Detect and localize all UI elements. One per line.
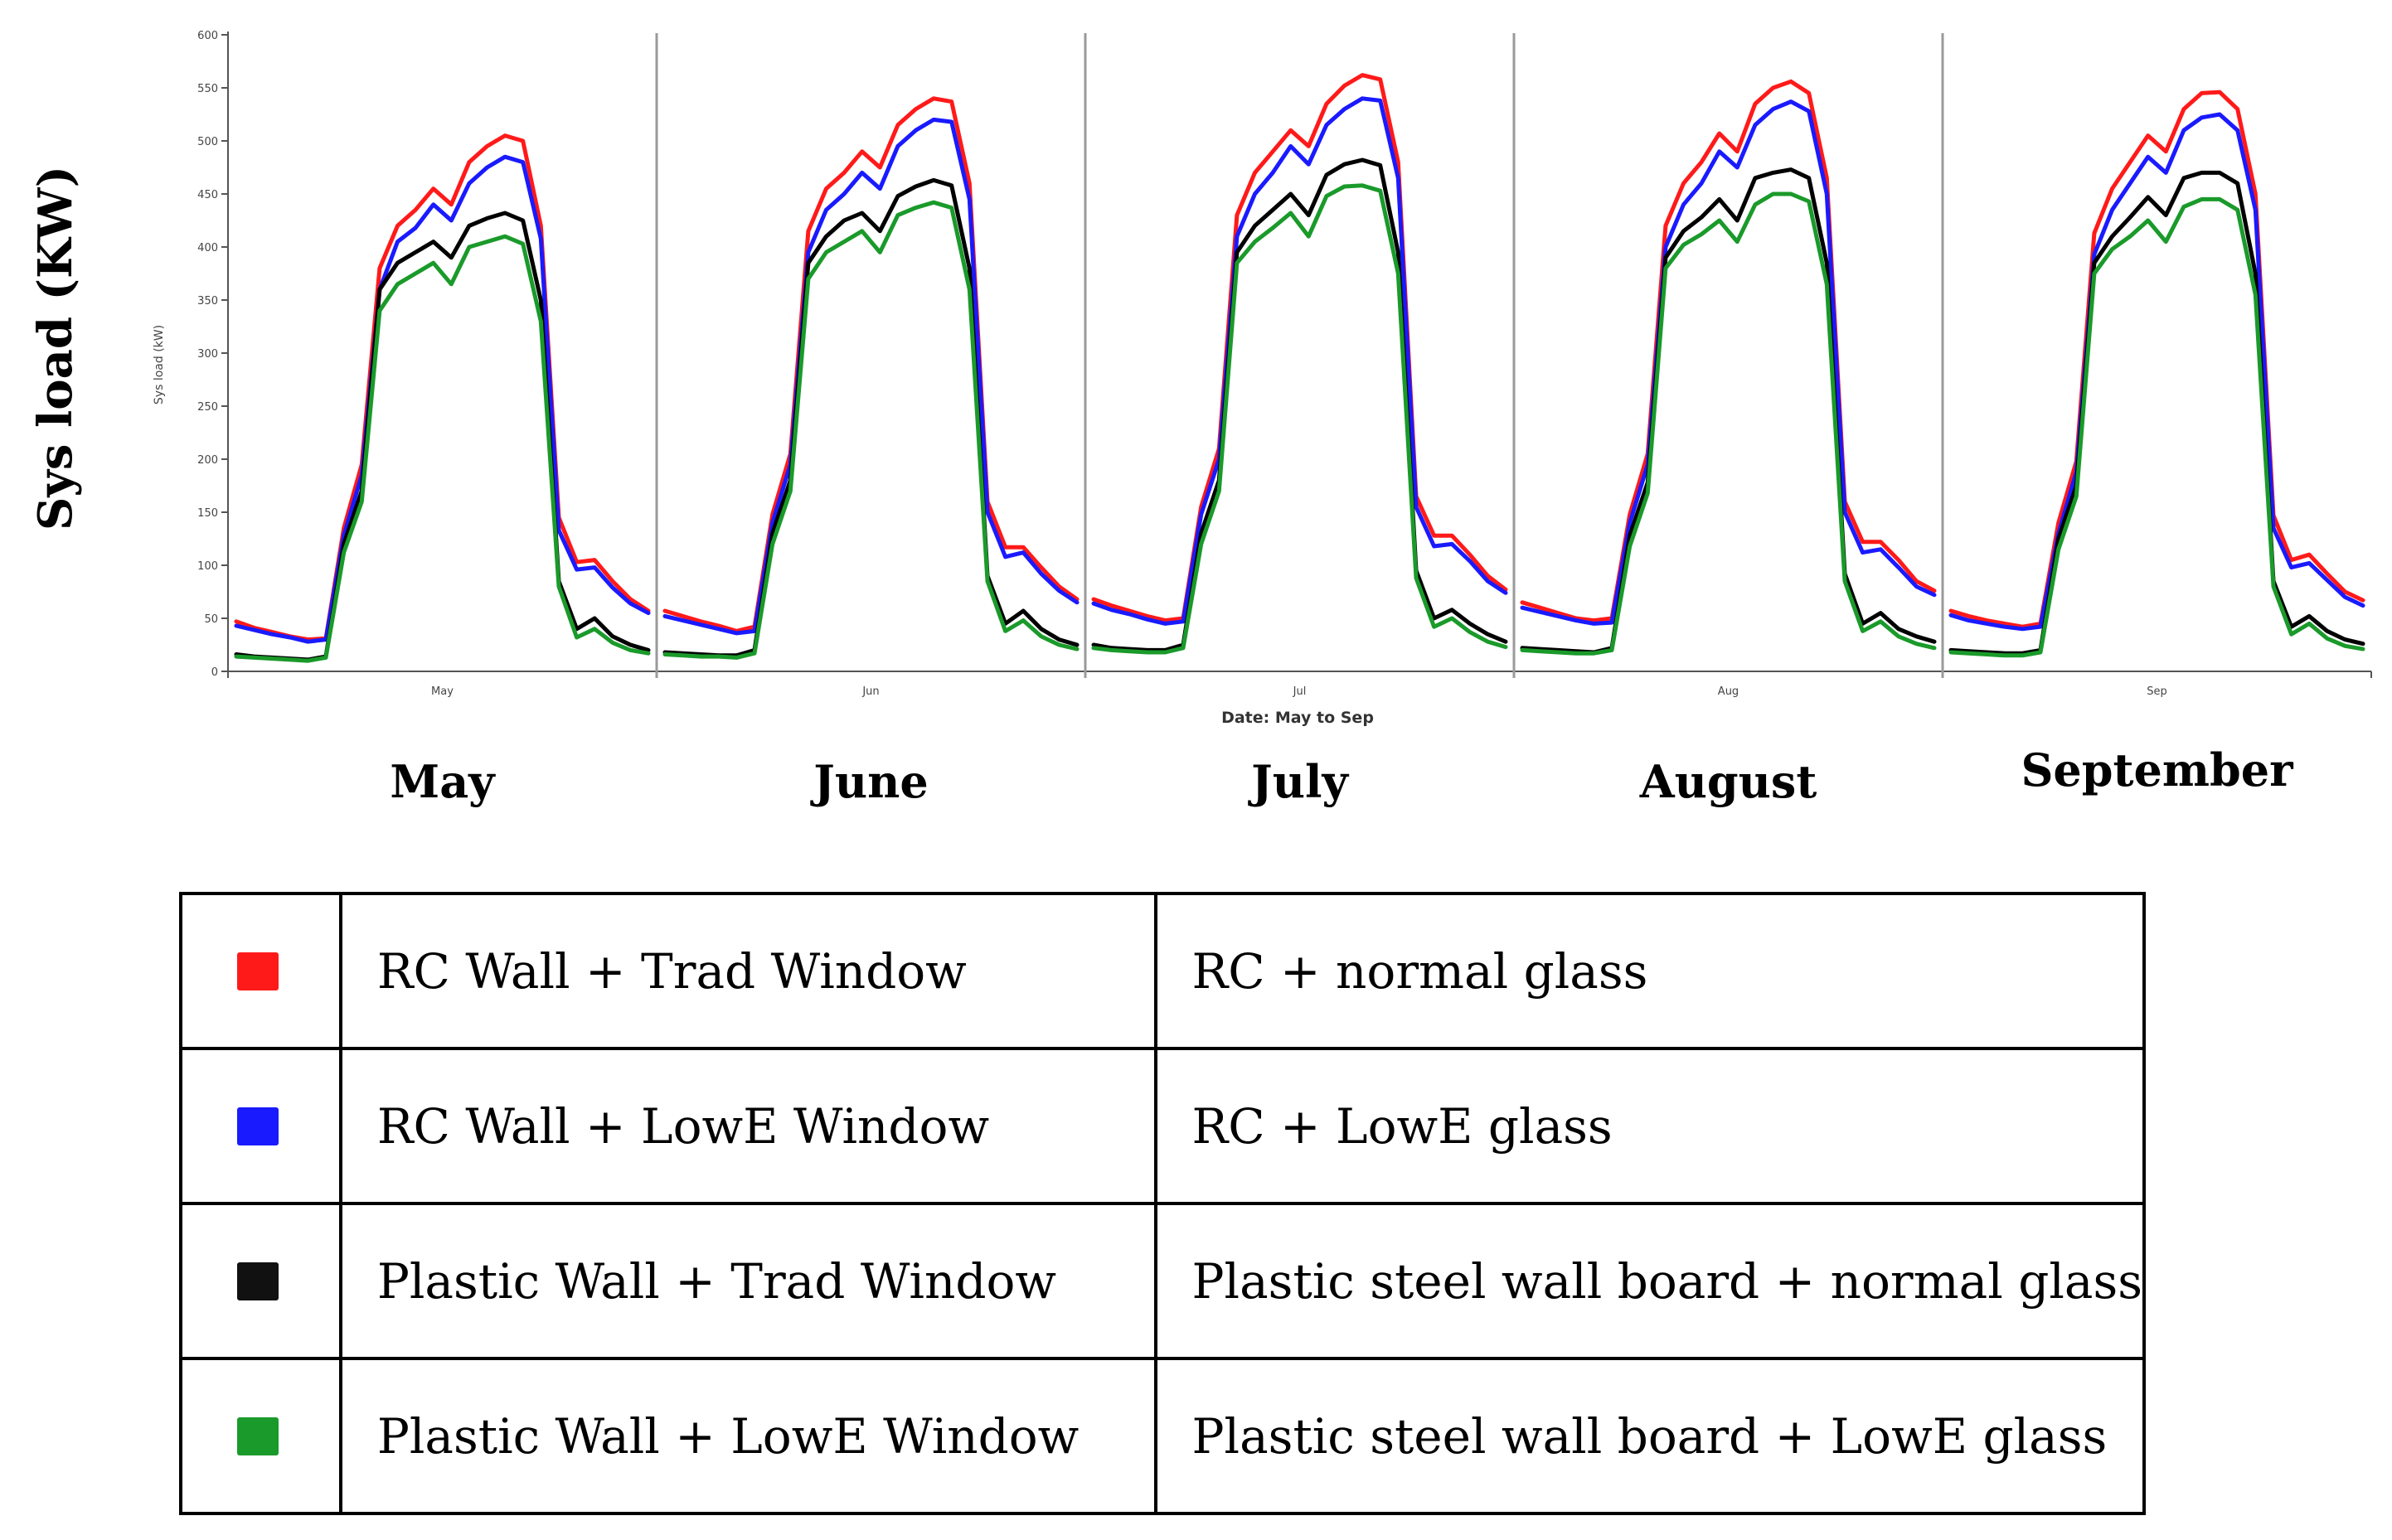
series-line bbox=[1091, 157, 1508, 652]
legend-row: RC Wall + LowE Window RC + LowE glass bbox=[179, 1047, 2147, 1205]
series-line bbox=[234, 154, 651, 644]
series-line bbox=[1520, 167, 1937, 655]
outer-y-axis-label: Sys load (KW) bbox=[28, 166, 83, 530]
y-tick-label: 350 bbox=[197, 295, 218, 308]
y-tick-label: 600 bbox=[197, 30, 218, 42]
series-line bbox=[662, 96, 1080, 633]
plot-area: 0 50 100 150 200 250 300 350 400 450 500 550 600 May M… bbox=[197, 30, 2372, 808]
y-tick-label: 150 bbox=[197, 507, 218, 520]
legend-series-name: RC Wall + Trad Window bbox=[338, 892, 1157, 1050]
legend-color-swatch bbox=[237, 1107, 279, 1145]
legend-series-description: RC + normal glass bbox=[1153, 892, 2147, 1050]
x-tick-label: May bbox=[431, 685, 454, 698]
series-line bbox=[1520, 79, 1937, 623]
month-caption: July bbox=[1248, 755, 1349, 808]
y-tick-label: 400 bbox=[197, 242, 218, 254]
y-tick-label: 200 bbox=[197, 454, 218, 467]
legend-swatch-cell bbox=[179, 1357, 342, 1515]
series-line bbox=[1091, 183, 1508, 655]
series-line bbox=[1948, 170, 2365, 656]
legend-series-description: Plastic steel wall board + LowE glass bbox=[1153, 1357, 2147, 1515]
legend-series-name: RC Wall + LowE Window bbox=[338, 1047, 1157, 1205]
y-tick-label: 250 bbox=[197, 401, 218, 414]
legend-color-swatch bbox=[237, 952, 279, 990]
series-line bbox=[1520, 99, 1937, 626]
month-caption: August bbox=[1639, 755, 1817, 808]
legend-series-description: RC + LowE glass bbox=[1153, 1047, 2147, 1205]
series-line bbox=[1948, 196, 2365, 658]
series-line bbox=[1948, 112, 2365, 632]
series-line bbox=[1520, 191, 1937, 656]
series-line bbox=[234, 234, 651, 663]
sys-load-chart: Sys load (KW) Sys load (kW) Date: May to… bbox=[28, 30, 2372, 808]
legend-row: Plastic Wall + Trad Window Plastic steel … bbox=[179, 1202, 2147, 1360]
inner-y-axis-label: Sys load (kW) bbox=[153, 325, 166, 404]
series-line bbox=[662, 117, 1080, 636]
legend-swatch-cell bbox=[179, 1047, 342, 1205]
x-axis-label: Date: May to Sep bbox=[1221, 709, 1374, 727]
x-tick-label: Aug bbox=[1718, 685, 1739, 698]
legend-series-name: Plastic Wall + LowE Window bbox=[338, 1357, 1157, 1515]
y-tick-label: 50 bbox=[204, 613, 218, 626]
series-line bbox=[234, 211, 651, 662]
series-line bbox=[662, 177, 1080, 658]
y-tick-label: 300 bbox=[197, 348, 218, 361]
y-tick-label: 550 bbox=[197, 83, 218, 95]
y-tick-label: 0 bbox=[211, 666, 218, 679]
series-line bbox=[1091, 96, 1508, 626]
series-line bbox=[662, 200, 1080, 660]
x-tick-label: Sep bbox=[2147, 685, 2167, 698]
y-tick-label: 500 bbox=[197, 136, 218, 148]
legend-row: RC Wall + Trad Window RC + normal glass bbox=[179, 892, 2147, 1050]
series-line bbox=[1091, 73, 1508, 623]
legend-row: Plastic Wall + LowE Window Plastic steel … bbox=[179, 1357, 2147, 1515]
legend-table: RC Wall + Trad Window RC + normal glass RC… bbox=[179, 892, 2147, 1515]
legend-swatch-cell bbox=[179, 892, 342, 1050]
month-caption: May bbox=[390, 755, 496, 808]
x-tick-label: Jul bbox=[1293, 685, 1307, 698]
x-tick-label: Jun bbox=[861, 685, 879, 698]
y-tick-label: 100 bbox=[197, 560, 218, 573]
legend-color-swatch bbox=[237, 1417, 279, 1455]
series-line bbox=[1948, 90, 2365, 629]
legend-color-swatch bbox=[237, 1262, 279, 1300]
legend-series-description: Plastic steel wall board + normal glass bbox=[1153, 1202, 2147, 1360]
legend-swatch-cell bbox=[179, 1202, 342, 1360]
y-tick-label: 450 bbox=[197, 189, 218, 201]
month-caption: June bbox=[810, 755, 928, 808]
legend-series-name: Plastic Wall + Trad Window bbox=[338, 1202, 1157, 1360]
month-caption: September bbox=[2021, 743, 2293, 797]
